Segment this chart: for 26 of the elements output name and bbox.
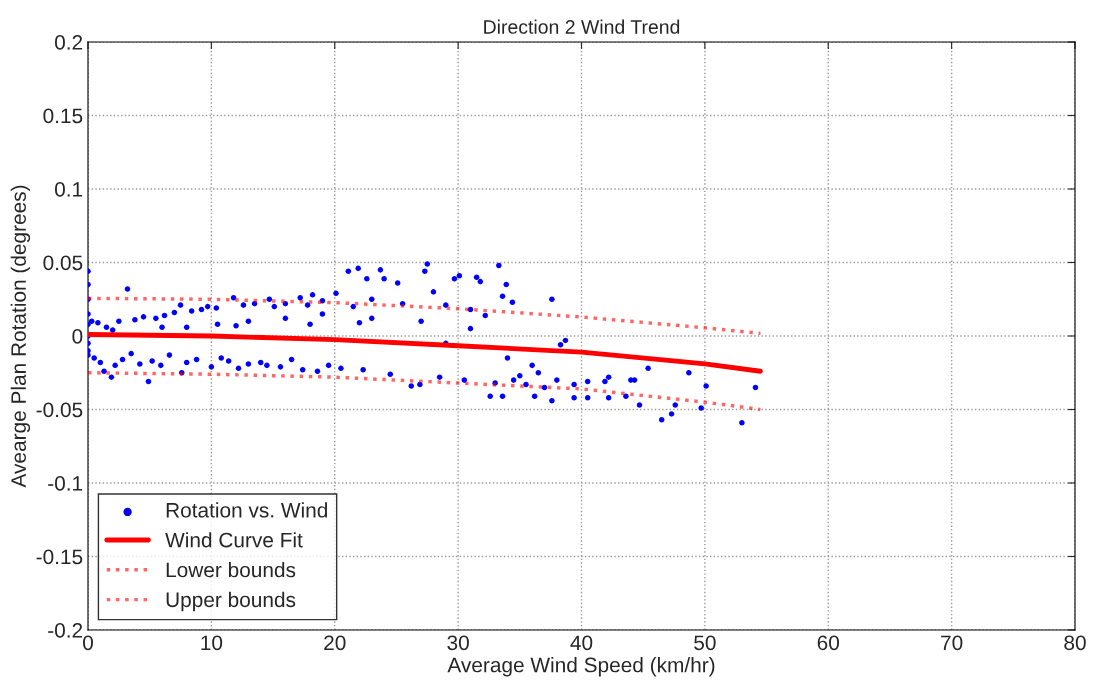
y-tick-label: 0	[72, 329, 83, 344]
x-tick-label: 0	[83, 635, 93, 651]
x-tick-label: 80	[1064, 635, 1086, 651]
y-tick-label: -0.2	[48, 623, 83, 638]
x-tick-label: 60	[817, 635, 840, 651]
legend-label: Lower bounds	[166, 561, 296, 578]
legend-label: Upper bounds	[166, 591, 296, 612]
x-tick-label: 10	[201, 635, 223, 651]
y-tick-label: 0.05	[43, 255, 83, 271]
line-series	[88, 332, 763, 374]
x-tick-label: 50	[694, 635, 716, 651]
y-tick-label: 0.2	[54, 35, 83, 50]
chart-title: Direction 2 Wind Trend	[484, 19, 680, 34]
y-tick-label: 0.1	[54, 182, 83, 197]
x-tick-label: 20	[324, 635, 346, 651]
y-tick-label: 0.15	[43, 108, 83, 124]
x-tick-label: 40	[570, 635, 593, 651]
x-tick-label: 70	[941, 635, 963, 651]
legend-label: Rotation vs. Wind	[166, 502, 327, 518]
y-axis-title: Avearge Plan Rotation (degrees)	[10, 185, 31, 488]
y-tick-label: -0.1	[48, 476, 83, 491]
y-tick-label: -0.15	[36, 549, 83, 565]
legend-label: Wind Curve Fit	[165, 532, 303, 548]
x-tick-label: 30	[447, 635, 469, 651]
y-tick-label: -0.05	[36, 402, 83, 418]
x-axis-title: Average Wind Speed (km/hr)	[447, 657, 715, 677]
